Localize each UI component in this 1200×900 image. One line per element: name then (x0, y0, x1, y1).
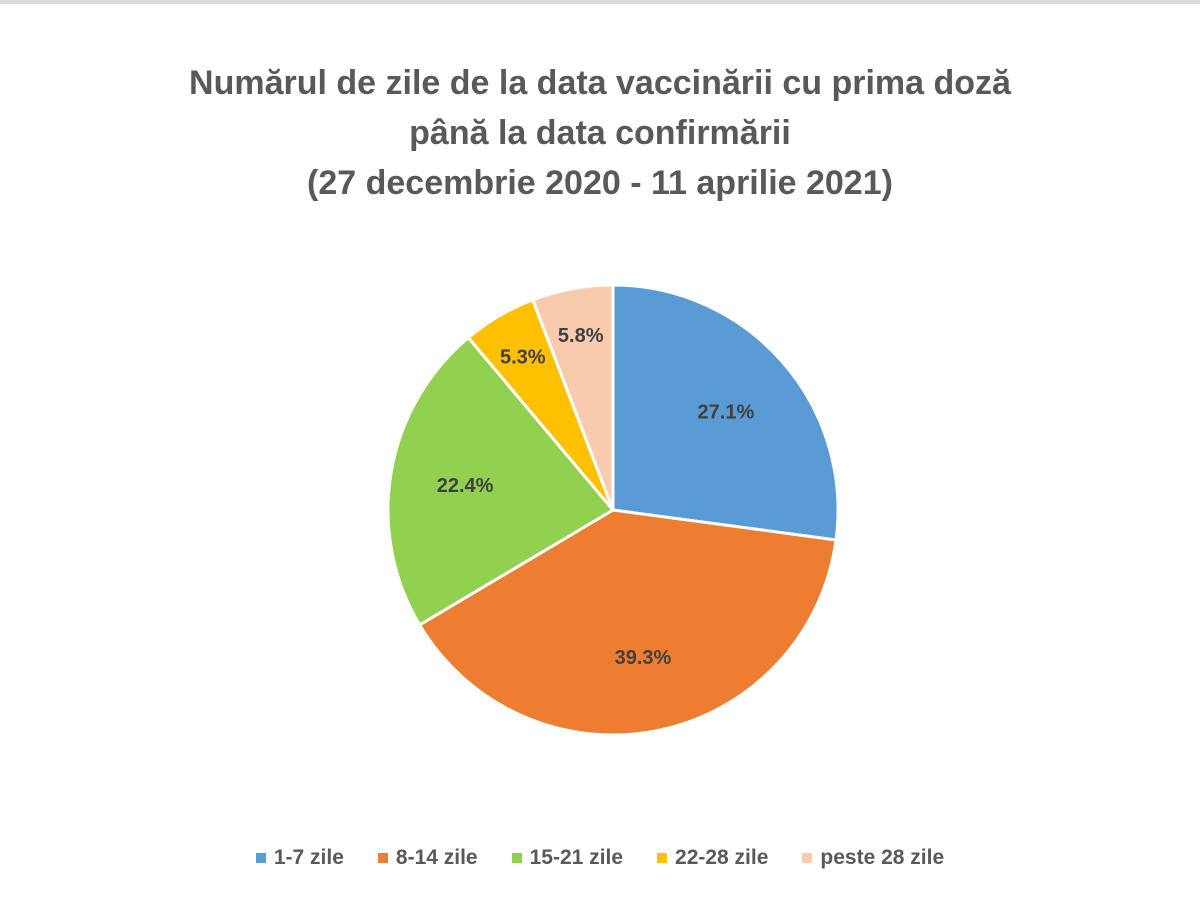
legend-swatch-22-28-zile (657, 853, 668, 863)
top-border (0, 0, 1200, 4)
legend-item-8-14-zile: 8-14 zile (377, 846, 478, 870)
pie-slice-8-14-zile (417, 508, 838, 737)
legend-item-22-28-zile: 22-28 zile (657, 846, 768, 870)
legend-item-peste-28-zile: peste 28 zile (802, 846, 944, 870)
pie-slice-peste-28-zile (530, 283, 615, 511)
data-label-22-28-zile: 5.3% (500, 347, 546, 369)
legend-swatch-peste-28-zile (802, 853, 813, 863)
legend-label-8-14-zile: 8-14 zile (395, 846, 478, 869)
data-label-peste-28-zile: 5.8% (558, 325, 604, 347)
legend-item-1-7-zile: 1-7 zile (255, 846, 344, 870)
legend-swatch-1-7-zile (255, 853, 266, 863)
chart-title-line-1: Numărul de zile de la data vaccinării cu… (189, 64, 1011, 102)
chart-title-line-2: până la data confirmării (409, 114, 791, 152)
pie-slice-15-21-zile (386, 335, 616, 627)
legend-swatch-15-21-zile (511, 853, 522, 863)
pie-slice-1-7-zile (611, 283, 840, 542)
chart-title: Numărul de zile de la data vaccinării cu… (150, 58, 1050, 208)
chart-title-line-3: (27 decembrie 2020 - 11 aprilie 2021) (307, 164, 893, 202)
legend-label-peste-28-zile: peste 28 zile (820, 846, 945, 869)
legend-swatch-8-14-zile (377, 853, 388, 863)
data-label-15-21-zile: 22.4% (437, 475, 494, 497)
data-label-8-14-zile: 39.3% (615, 647, 672, 669)
data-label-1-7-zile: 27.1% (698, 401, 755, 423)
legend-label-22-28-zile: 22-28 zile (675, 846, 769, 869)
legend-item-15-21-zile: 15-21 zile (511, 846, 624, 870)
legend-label-15-21-zile: 15-21 zile (529, 846, 624, 869)
legend-label-1-7-zile: 1-7 zile (273, 846, 344, 869)
chart-legend: 1-7 zile 8-14 zile 15-21 zile 22-28 zile… (0, 846, 1200, 870)
